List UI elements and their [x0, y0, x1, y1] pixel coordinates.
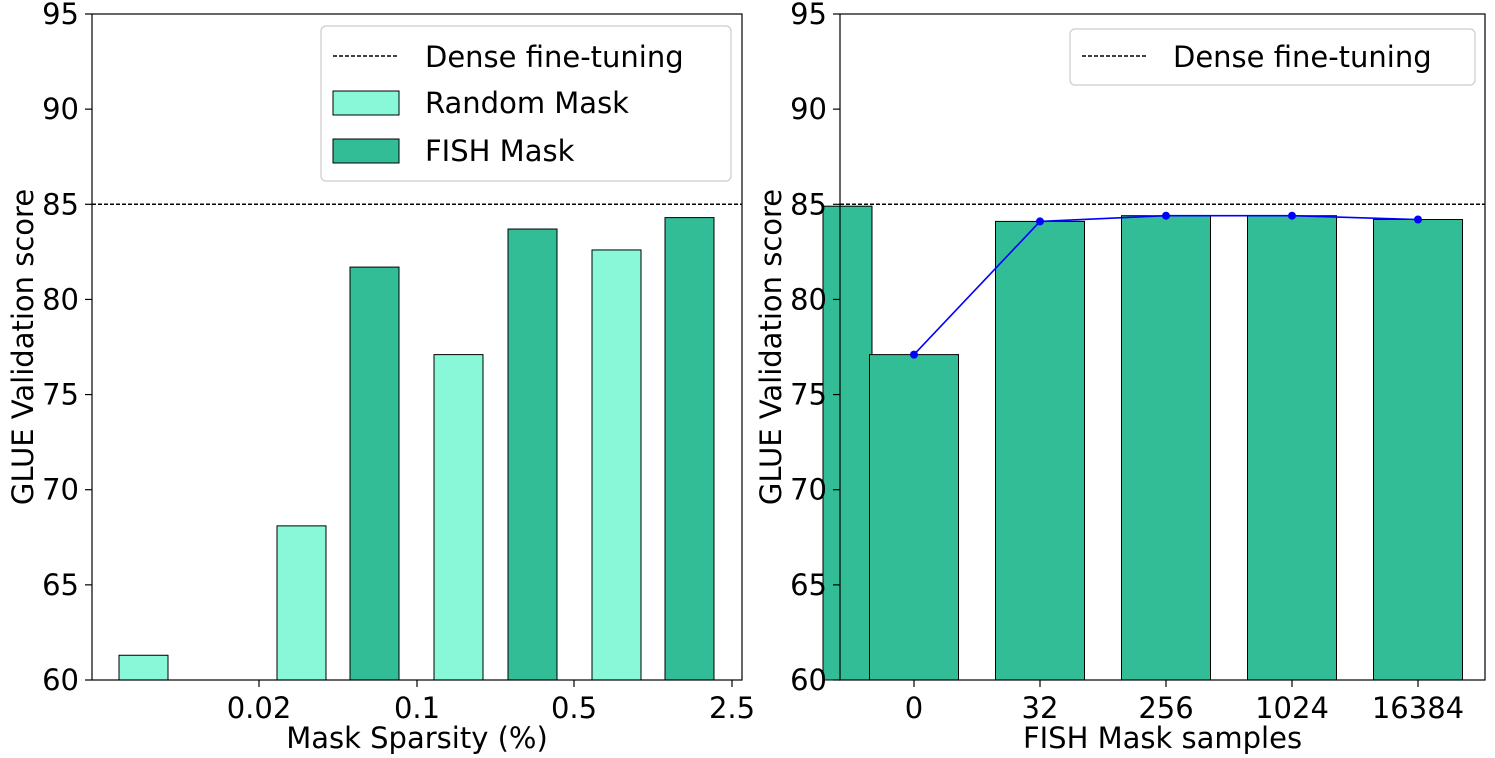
trend-point-0	[910, 350, 918, 359]
y-tick-label: 80	[790, 282, 827, 316]
x-axis-label: Mask Sparsity (%)	[286, 721, 548, 755]
legend: Dense fine-tuning Random Mask FISH Mask	[320, 25, 732, 182]
y-tick-label: 95	[42, 0, 79, 31]
bar-fish-mask-0.5	[664, 217, 715, 681]
bar-random-mask-0.5	[433, 354, 484, 681]
y-tick-label: 90	[790, 92, 827, 126]
trend-point-256	[1162, 211, 1170, 220]
y-tick-label: 90	[42, 92, 79, 126]
legend-frame	[1069, 28, 1476, 86]
x-tick-label: 1024	[1255, 691, 1329, 725]
y-tick-label: 60	[42, 663, 79, 697]
bar-0	[869, 354, 959, 681]
x-tick-label: 256	[1138, 691, 1193, 725]
y-tick-label: 60	[790, 663, 827, 697]
bar-1024	[1247, 215, 1337, 681]
bar-random-mask-0.02	[118, 654, 169, 681]
x-tick-label: 0.1	[394, 691, 440, 725]
y-tick-label: 65	[790, 568, 827, 602]
y-tick-label: 75	[42, 378, 79, 412]
legend-swatch-random-mask	[332, 90, 400, 116]
y-axis-label: GLUE Validation score	[6, 189, 40, 505]
bar-32	[995, 220, 1085, 681]
bar-fish-mask-0.02	[349, 266, 400, 681]
legend-label-fish-mask: FISH Mask	[425, 134, 575, 168]
trend-point-32	[1036, 217, 1044, 226]
chart-panel-1: 60 65 70 75 80 85 90 95 0.02 0.1 0.5 2.5 Mask Sparsi…	[6, 0, 873, 755]
y-tick-label: 65	[42, 568, 79, 602]
y-tick-label: 70	[790, 473, 827, 507]
x-tick-label: 0.02	[227, 691, 292, 725]
x-axis-label: FISH Mask samples	[1023, 721, 1302, 755]
y-tick-label: 80	[42, 282, 79, 316]
x-tick-label: 0.5	[551, 691, 597, 725]
plot-frame	[839, 13, 1486, 681]
trend-point-16384	[1414, 215, 1422, 224]
legend-frame	[320, 25, 732, 182]
legend-swatch-fish-mask	[332, 138, 400, 164]
chart-panel-2: 60 65 70 75 80 85 90 95 0 32 256 1024 16384 FISH Mask…	[754, 0, 1486, 755]
bar-random-mask-0.1	[276, 525, 327, 681]
bar-fish-mask-0.1	[507, 228, 558, 681]
x-tick-label: 2.5	[709, 691, 755, 725]
trend-point-1024	[1288, 211, 1296, 220]
x-tick-label: 16384	[1372, 691, 1464, 725]
legend-label-random-mask: Random Mask	[425, 86, 629, 120]
legend-dense-label: Dense fine-tuning	[425, 40, 684, 74]
bar-random-mask-2.5	[591, 249, 642, 681]
bar-16384	[1373, 219, 1463, 681]
x-tick-label: 32	[1022, 691, 1059, 725]
y-tick-label: 75	[790, 378, 827, 412]
y-tick-label: 85	[790, 187, 827, 221]
bar-256	[1121, 215, 1211, 681]
bar-fish-mask-2.5	[822, 205, 873, 681]
y-axis-label: GLUE Validation score	[754, 189, 788, 505]
legend: Dense fine-tuning	[1069, 28, 1476, 86]
y-tick-label: 70	[42, 473, 79, 507]
y-tick-label: 95	[790, 0, 827, 31]
y-tick-label: 85	[42, 187, 79, 221]
legend-dense-label: Dense fine-tuning	[1173, 40, 1432, 74]
x-tick-label: 0	[905, 691, 923, 725]
